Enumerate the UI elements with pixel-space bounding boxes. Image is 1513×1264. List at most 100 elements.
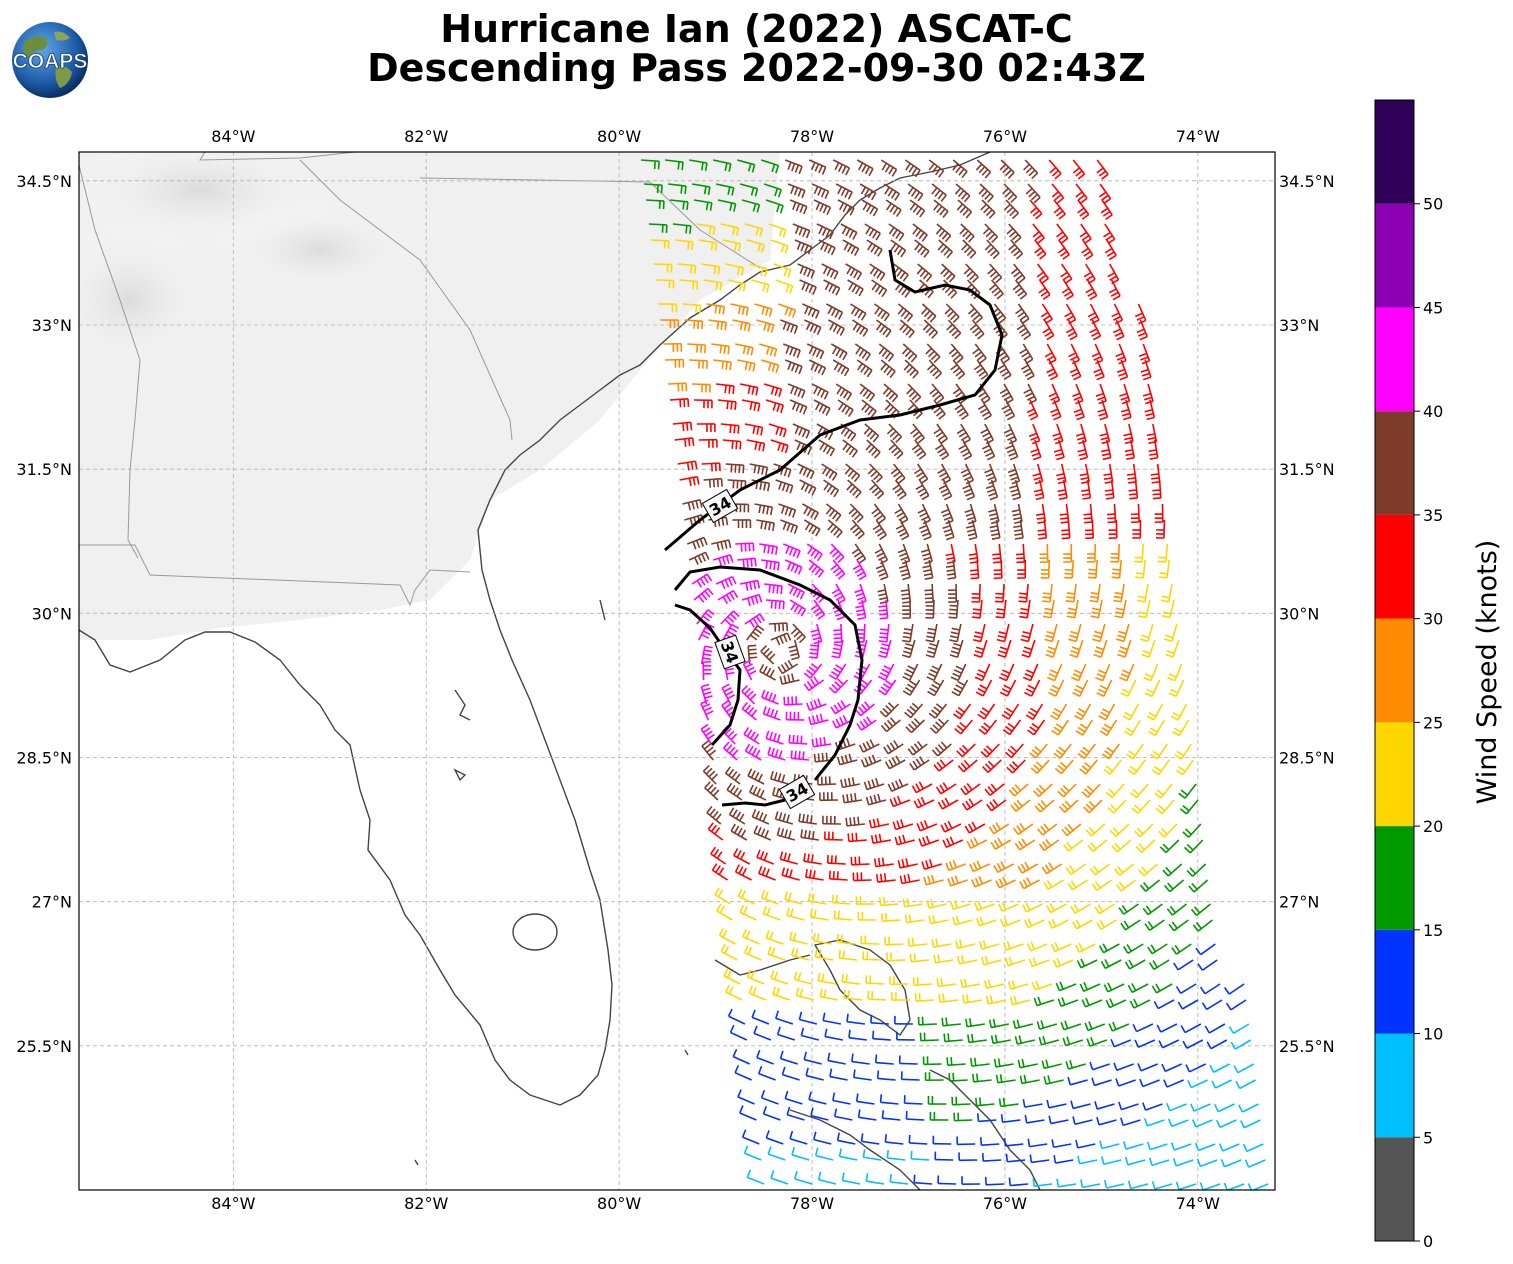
- wind-barb: [758, 865, 776, 881]
- wind-barb: [1118, 903, 1139, 915]
- wind-barb: [1072, 1116, 1093, 1125]
- wind-barb: [1120, 1117, 1141, 1127]
- wind-barb: [1089, 583, 1101, 603]
- wind-barb: [715, 383, 735, 395]
- wind-barb: [770, 239, 789, 254]
- wind-barb: [1195, 943, 1216, 956]
- wind-barb: [1056, 223, 1069, 244]
- wind-barb: [767, 1146, 786, 1161]
- wind-barb: [741, 685, 757, 705]
- wind-barb: [810, 623, 823, 645]
- wind-barb: [1048, 383, 1061, 405]
- wind-barb: [1110, 1038, 1132, 1048]
- wind-barb: [886, 952, 906, 962]
- wind-barb: [1053, 439, 1065, 461]
- wind-barb: [1218, 1143, 1240, 1152]
- wind-barb: [720, 610, 740, 626]
- lat-tick-label: 27°N: [1279, 893, 1319, 912]
- wind-barb: [746, 239, 765, 253]
- colorbar-tick-label: 35: [1423, 506, 1443, 525]
- wind-barb: [950, 900, 971, 910]
- wind-barb: [760, 159, 780, 174]
- wind-barb: [784, 891, 803, 905]
- wind-barb: [935, 782, 957, 795]
- wind-barb: [852, 1069, 872, 1081]
- wind-barb: [1146, 1141, 1168, 1151]
- wind-barb: [1120, 399, 1132, 421]
- wind-barb: [1114, 599, 1127, 619]
- wind-barb: [810, 599, 826, 620]
- wind-barb: [1055, 981, 1077, 992]
- wind-barb: [1048, 918, 1069, 929]
- wind-barb: [770, 439, 789, 454]
- wind-barb: [1065, 319, 1078, 341]
- coaps-logo: COAPS: [12, 22, 88, 98]
- colorbar-tick-label: 15: [1423, 921, 1443, 940]
- wind-barb: [1077, 743, 1096, 760]
- wind-barb: [803, 663, 823, 679]
- wind-barb: [956, 199, 973, 219]
- wind-barb: [1071, 663, 1087, 682]
- wind-barb: [1081, 479, 1092, 500]
- wind-barb: [749, 263, 768, 277]
- wind-barb: [994, 583, 1005, 603]
- wind-barb: [1244, 1159, 1266, 1168]
- wind-barb: [1151, 983, 1173, 994]
- wind-barb: [741, 1129, 760, 1145]
- colorbar-bin: [1375, 307, 1414, 412]
- wind-barb: [1014, 1035, 1035, 1045]
- wind-barb: [1215, 1119, 1237, 1129]
- lat-tick-label: 31.5°N: [1279, 460, 1335, 479]
- wind-barb: [1141, 639, 1156, 658]
- wind-barb: [1134, 303, 1147, 325]
- wind-barb: [813, 399, 831, 416]
- wind-barb: [885, 199, 902, 218]
- wind-barb: [1056, 1178, 1077, 1188]
- wind-barb: [700, 699, 714, 721]
- wind-barb: [789, 931, 808, 945]
- wind-barb: [1092, 623, 1106, 643]
- wind-barb: [855, 599, 867, 621]
- wind-barb: [931, 183, 947, 202]
- wind-barb: [770, 632, 792, 646]
- wind-barb: [672, 223, 692, 234]
- wind-barb: [831, 894, 851, 905]
- wind-barb: [876, 873, 896, 883]
- wind-barb: [894, 834, 916, 846]
- wind-barb: [1087, 303, 1100, 325]
- wind-barb: [802, 303, 820, 319]
- wind-barb: [1034, 799, 1055, 813]
- wind-barb: [1060, 1020, 1082, 1031]
- wind-barb: [1132, 519, 1142, 539]
- wind-barb: [980, 955, 1002, 966]
- map-area: 34 34 34: [79, 152, 1275, 1190]
- wind-barb: [806, 543, 823, 562]
- wind-barb: [907, 740, 928, 756]
- wind-barb: [798, 1011, 818, 1025]
- wind-barb: [952, 915, 973, 926]
- wind-barb: [1010, 263, 1026, 284]
- wind-barb: [926, 663, 943, 682]
- wind-barb: [843, 989, 863, 1001]
- wind-barb: [1116, 623, 1130, 643]
- wind-barb: [704, 781, 720, 801]
- wind-barb: [707, 822, 724, 841]
- wind-barb: [713, 159, 732, 172]
- wind-barb: [770, 1170, 789, 1185]
- wind-barb: [937, 1175, 957, 1185]
- wind-barb: [851, 543, 867, 565]
- wind-barb: [836, 753, 858, 766]
- wind-barb: [768, 223, 787, 238]
- wind-barb: [668, 382, 688, 392]
- wind-barb: [804, 319, 822, 336]
- wind-barb: [778, 303, 797, 318]
- wind-barb: [948, 599, 959, 619]
- wind-barb: [831, 583, 846, 605]
- wind-barb: [790, 750, 810, 761]
- wind-barb: [967, 1033, 987, 1044]
- wind-barb: [1018, 583, 1029, 603]
- wind-barb: [1057, 479, 1068, 500]
- wind-barb: [823, 479, 840, 498]
- wind-barb: [1211, 1079, 1232, 1089]
